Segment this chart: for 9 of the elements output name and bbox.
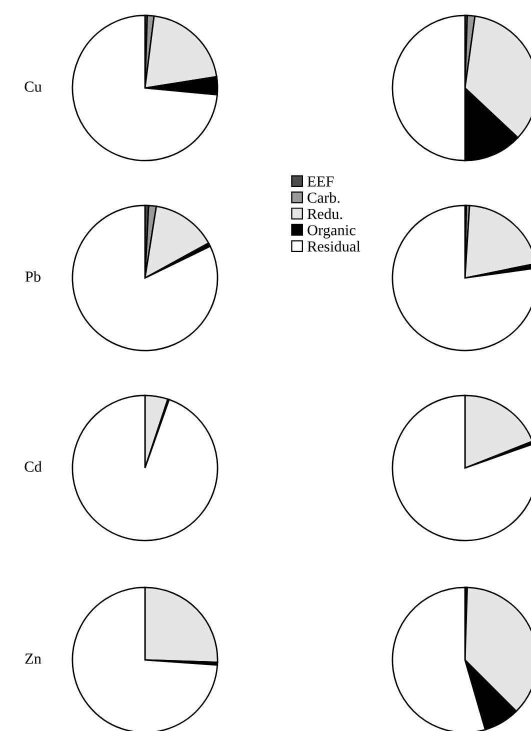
legend-label: EEF <box>307 176 334 186</box>
legend-label: Redu. <box>307 208 342 220</box>
legend-label: Organic <box>308 225 356 238</box>
legend-label: Carb. <box>308 192 340 203</box>
text: Pb <box>25 271 40 282</box>
legend-label: Residual <box>307 240 360 252</box>
text: Cu <box>24 82 42 92</box>
text: Zn <box>25 654 42 664</box>
text: Cd <box>24 461 42 472</box>
